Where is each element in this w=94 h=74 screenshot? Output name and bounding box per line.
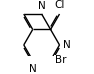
Text: Br: Br (55, 55, 66, 65)
Text: Cl: Cl (54, 0, 65, 10)
Text: N: N (29, 64, 37, 74)
Text: N: N (63, 40, 70, 50)
Text: N: N (38, 1, 45, 11)
